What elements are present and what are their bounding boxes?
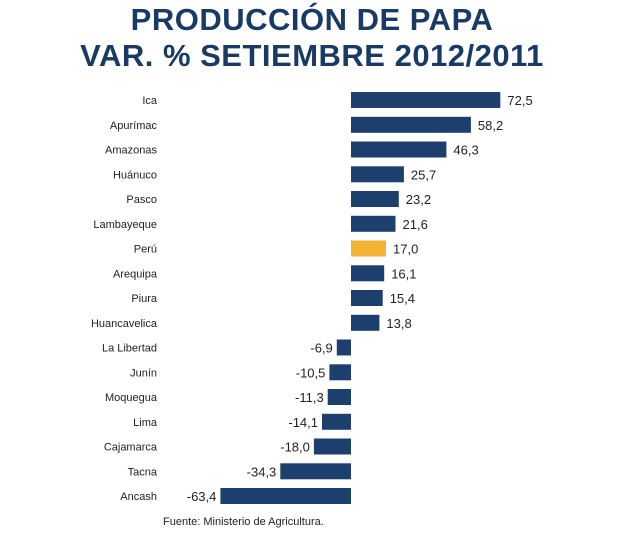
- value-label: 16,1: [391, 266, 416, 281]
- value-label: -6,9: [310, 341, 332, 356]
- value-label: -63,4: [187, 489, 217, 504]
- source-note: Fuente: Ministerio de Agricultura.: [163, 516, 324, 528]
- bar: [313, 438, 351, 455]
- category-label: Perú: [134, 244, 157, 256]
- bar: [351, 240, 386, 257]
- bar: [351, 290, 383, 306]
- category-label: Amazonas: [105, 145, 157, 157]
- bar: [351, 265, 385, 282]
- value-label: 23,2: [406, 192, 431, 207]
- bar: [336, 339, 351, 356]
- category-label: Lima: [133, 417, 158, 429]
- category-label: Lambayeque: [93, 219, 157, 231]
- bar: [280, 463, 351, 480]
- value-label: 25,7: [411, 167, 436, 182]
- category-label: La Libertad: [102, 343, 157, 355]
- bar: [351, 166, 404, 183]
- category-label: Pasco: [126, 194, 157, 206]
- category-label: Arequipa: [113, 268, 158, 280]
- value-label: 17,0: [393, 242, 418, 257]
- value-label: 46,3: [453, 143, 478, 158]
- value-label: 72,5: [507, 93, 532, 108]
- bar: [327, 389, 351, 405]
- category-label: Cajamarca: [104, 442, 158, 454]
- value-label: -11,3: [295, 390, 324, 405]
- value-label: 13,8: [386, 316, 411, 331]
- value-label: -10,5: [296, 365, 326, 380]
- chart-title-line-2: VAR. % SETIEMBRE 2012/2011: [80, 38, 544, 73]
- value-label: 58,2: [478, 118, 503, 133]
- bar: [322, 413, 351, 430]
- bar: [220, 488, 351, 504]
- chart-title-line-1: PRODUCCIÓN DE PAPA: [130, 2, 494, 37]
- category-label: Apurímac: [110, 120, 158, 132]
- bar: [351, 141, 447, 158]
- bar: [351, 116, 471, 133]
- bar: [351, 314, 380, 331]
- category-label: Ica: [142, 95, 158, 107]
- bar: [329, 364, 351, 381]
- category-label: Junín: [130, 367, 157, 379]
- category-label: Moquegua: [105, 392, 158, 404]
- category-label: Piura: [131, 293, 158, 305]
- category-label: Ancash: [120, 491, 157, 503]
- category-label: Tacna: [128, 466, 158, 478]
- bar: [351, 191, 399, 207]
- category-label: Huancavelica: [91, 318, 158, 330]
- value-label: 21,6: [403, 217, 428, 232]
- value-label: -18,0: [280, 440, 310, 455]
- value-label: -14,1: [288, 415, 318, 430]
- bar: [351, 92, 501, 108]
- bar: [351, 215, 396, 232]
- category-label: Huánuco: [113, 169, 157, 181]
- value-label: 15,4: [390, 291, 415, 306]
- value-label: -34,3: [247, 464, 277, 479]
